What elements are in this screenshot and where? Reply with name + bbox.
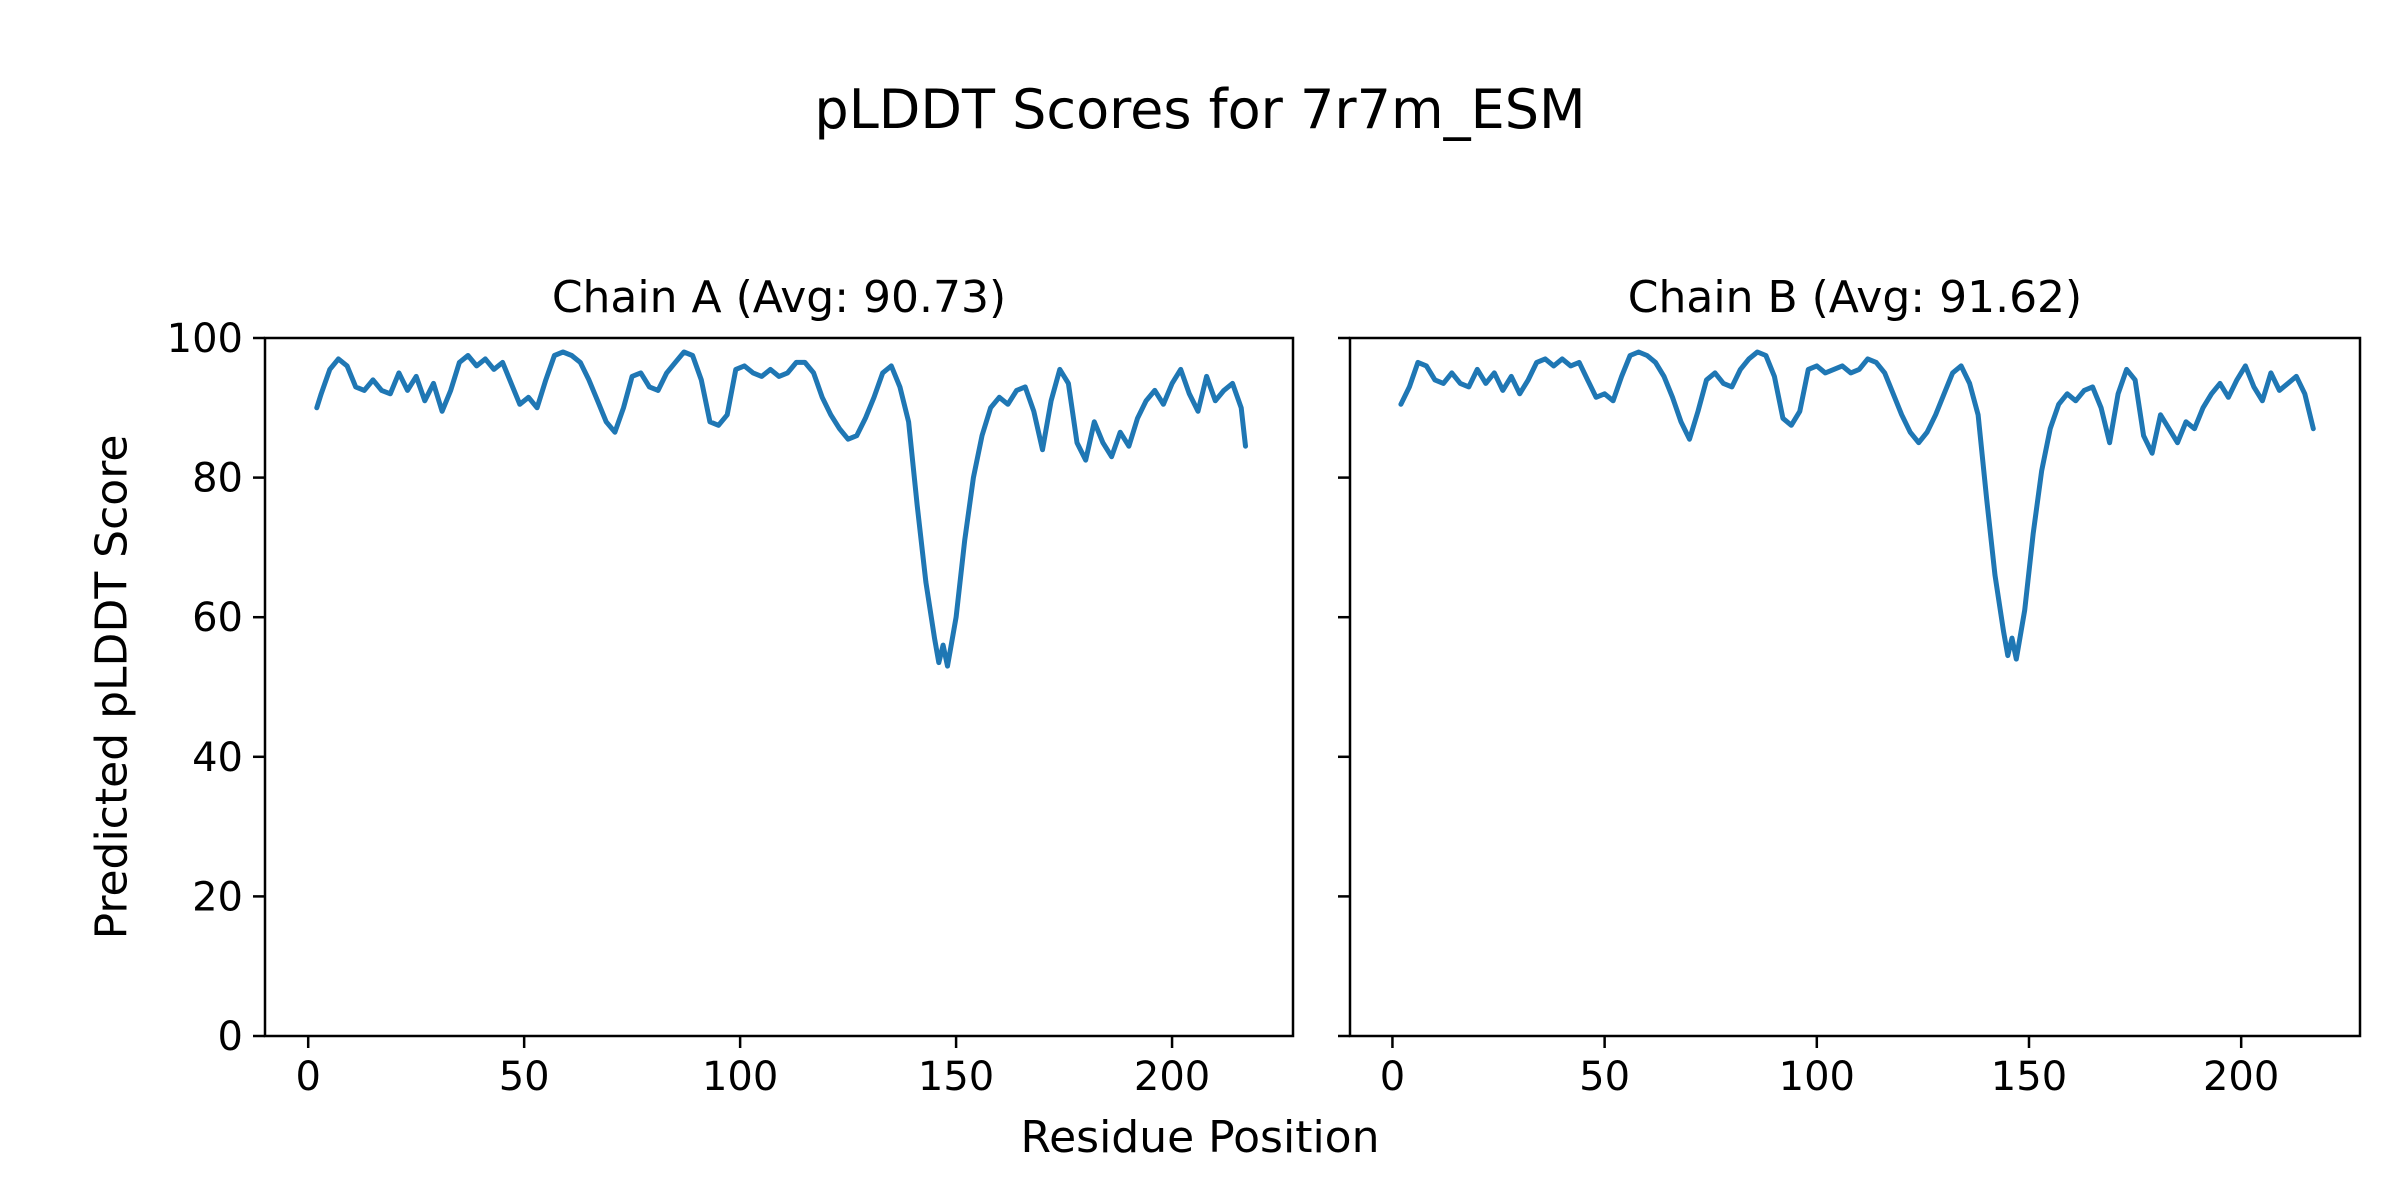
y-axis-label: Predicted pLDDT Score: [86, 434, 138, 940]
x-tick-label: 0: [295, 1054, 320, 1100]
y-tick-label: 0: [218, 1014, 243, 1060]
y-tick-label: 100: [167, 316, 243, 362]
y-tick-label: 40: [192, 735, 243, 781]
figure-title: pLDDT Scores for 7r7m_ESM: [814, 78, 1586, 141]
x-axis-label: Residue Position: [1020, 1112, 1380, 1163]
y-tick-label: 80: [192, 456, 243, 502]
y-tick-label: 20: [192, 874, 243, 920]
x-tick-label: 100: [702, 1054, 778, 1100]
plddt-line: [314, 349, 1248, 669]
x-tick-label: 150: [918, 1054, 994, 1100]
x-tick-label: 50: [499, 1054, 550, 1100]
x-tick-label: 200: [1134, 1054, 1210, 1100]
y-tick-label: 60: [192, 595, 243, 641]
x-tick-label: 0: [1380, 1054, 1405, 1100]
plot-canvas: 0 50 100 150 200 0 20 40 60 80 100: [167, 316, 1295, 1100]
axes-chain-b: 0 50 100 150 200: [1338, 336, 2362, 1100]
x-tick-label: 50: [1579, 1054, 1630, 1100]
subplot-chain-a-title: Chain A (Avg: 90.73): [551, 272, 1007, 323]
axes-spines: [263, 336, 1295, 1038]
axes-chain-a: 0 50 100 150 200 0 20 40 60 80 100: [167, 316, 1295, 1100]
x-tick-label: 100: [1779, 1054, 1855, 1100]
subplot-chain-b-title: Chain B (Avg: 91.62): [1627, 272, 2083, 323]
x-tick-label: 150: [1991, 1054, 2067, 1100]
axes-spines: [1348, 336, 2362, 1038]
x-tick-label: 200: [2203, 1054, 2279, 1100]
plot-canvas: 0 50 100 150 200: [1338, 336, 2362, 1100]
plddt-line: [1398, 349, 2316, 662]
